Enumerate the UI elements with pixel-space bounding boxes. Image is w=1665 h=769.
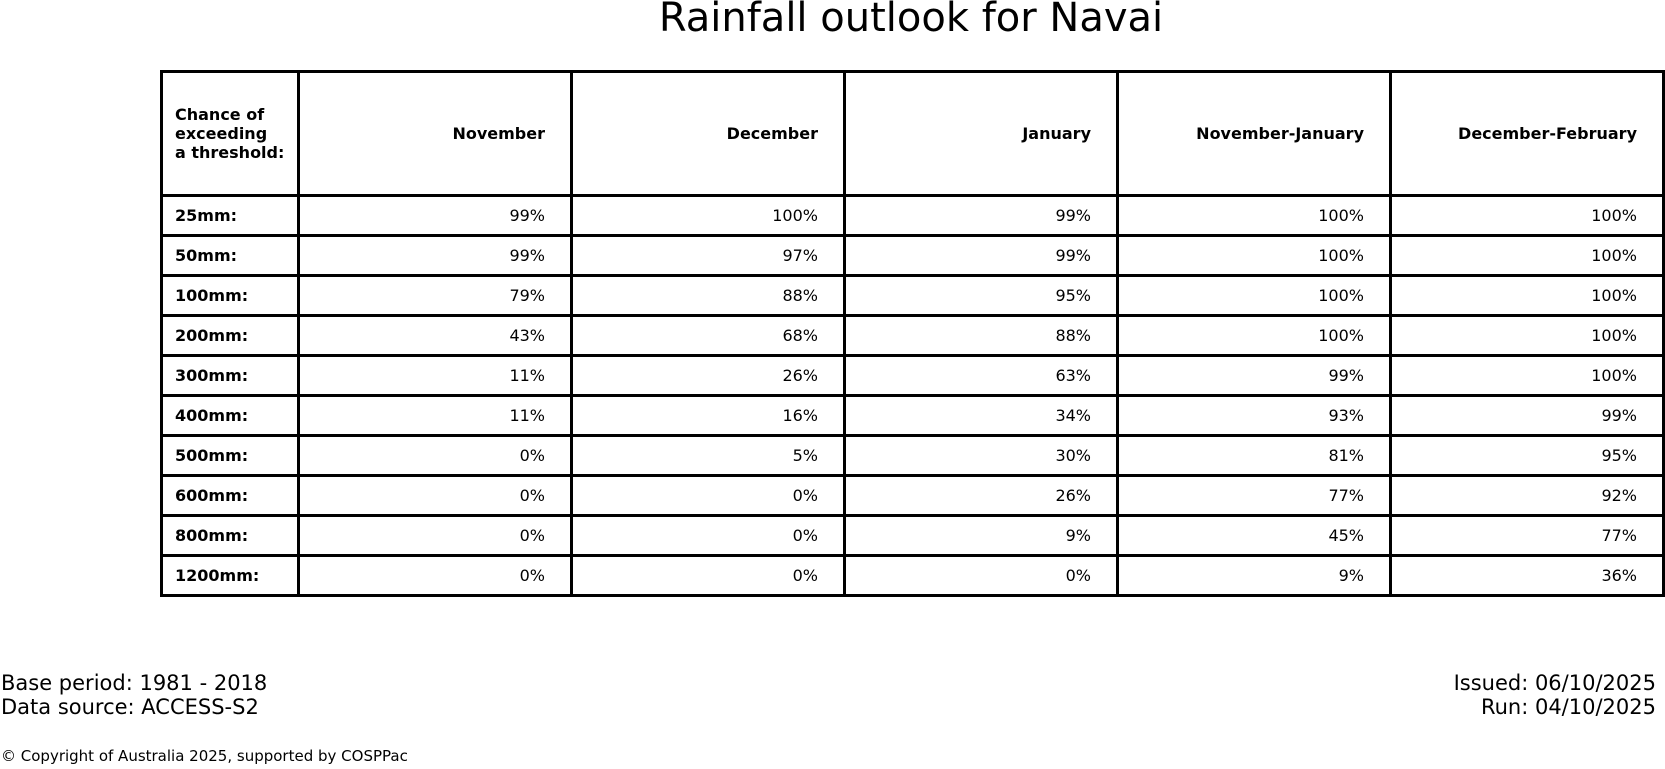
threshold-label: 400mm: <box>160 394 300 437</box>
probability-cell: 68% <box>570 314 846 357</box>
probability-cell: 100% <box>1116 234 1392 277</box>
probability-cell: 0% <box>570 514 846 557</box>
probability-cell: 100% <box>1389 354 1665 397</box>
probability-cell: 95% <box>843 274 1119 317</box>
probability-cell: 99% <box>1389 394 1665 437</box>
probability-cell: 0% <box>297 474 573 517</box>
issued-date-text: Issued: 06/10/2025 <box>1453 671 1656 695</box>
table-row: 400mm: 11% 16% 34% 93% 99% <box>160 394 1665 437</box>
threshold-label: 600mm: <box>160 474 300 517</box>
probability-cell: 9% <box>843 514 1119 557</box>
probability-cell: 81% <box>1116 434 1392 477</box>
table-row: 1200mm: 0% 0% 0% 9% 36% <box>160 554 1665 597</box>
probability-cell: 0% <box>297 514 573 557</box>
probability-cell: 0% <box>297 554 573 597</box>
column-header-december-february: December-February <box>1389 70 1665 197</box>
probability-cell: 0% <box>297 434 573 477</box>
table-header-row: Chance of exceeding a threshold: Novembe… <box>160 70 1665 197</box>
probability-cell: 100% <box>1389 274 1665 317</box>
base-period-text: Base period: 1981 - 2018 <box>1 671 268 695</box>
threshold-label: 100mm: <box>160 274 300 317</box>
probability-cell: 77% <box>1116 474 1392 517</box>
table-row: 500mm: 0% 5% 30% 81% 95% <box>160 434 1665 477</box>
probability-cell: 45% <box>1116 514 1392 557</box>
probability-cell: 100% <box>1116 314 1392 357</box>
page-title: Rainfall outlook for Navai <box>658 0 1164 41</box>
probability-cell: 5% <box>570 434 846 477</box>
probability-cell: 93% <box>1116 394 1392 437</box>
probability-cell: 16% <box>570 394 846 437</box>
probability-cell: 77% <box>1389 514 1665 557</box>
column-header-november: November <box>297 70 573 197</box>
probability-cell: 43% <box>297 314 573 357</box>
corner-header-chance-of-exceeding: Chance of exceeding a threshold: <box>160 70 300 197</box>
run-date-text: Run: 04/10/2025 <box>1480 695 1656 719</box>
table-row: 300mm: 11% 26% 63% 99% 100% <box>160 354 1665 397</box>
threshold-label: 300mm: <box>160 354 300 397</box>
probability-cell: 100% <box>1389 194 1665 237</box>
probability-cell: 26% <box>843 474 1119 517</box>
probability-cell: 0% <box>843 554 1119 597</box>
probability-cell: 100% <box>1389 314 1665 357</box>
threshold-label: 800mm: <box>160 514 300 557</box>
probability-cell: 99% <box>843 194 1119 237</box>
probability-cell: 88% <box>570 274 846 317</box>
probability-cell: 92% <box>1389 474 1665 517</box>
table-row: 200mm: 43% 68% 88% 100% 100% <box>160 314 1665 357</box>
probability-cell: 26% <box>570 354 846 397</box>
table-row: 800mm: 0% 0% 9% 45% 77% <box>160 514 1665 557</box>
probability-cell: 99% <box>297 194 573 237</box>
table-row: 100mm: 79% 88% 95% 100% 100% <box>160 274 1665 317</box>
probability-cell: 95% <box>1389 434 1665 477</box>
probability-cell: 100% <box>1116 194 1392 237</box>
table-row: 25mm: 99% 100% 99% 100% 100% <box>160 194 1665 237</box>
column-header-january: January <box>843 70 1119 197</box>
probability-cell: 99% <box>297 234 573 277</box>
probability-cell: 97% <box>570 234 846 277</box>
table-row: 50mm: 99% 97% 99% 100% 100% <box>160 234 1665 277</box>
probability-cell: 0% <box>570 474 846 517</box>
footer-left: Base period: 1981 - 2018 Data source: AC… <box>1 671 267 719</box>
probability-cell: 99% <box>1116 354 1392 397</box>
probability-cell: 100% <box>1389 234 1665 277</box>
threshold-label: 1200mm: <box>160 554 300 597</box>
threshold-label: 50mm: <box>160 234 300 277</box>
threshold-label: 25mm: <box>160 194 300 237</box>
probability-cell: 99% <box>843 234 1119 277</box>
probability-cell: 100% <box>570 194 846 237</box>
rainfall-probability-table: Chance of exceeding a threshold: Novembe… <box>160 70 1665 597</box>
probability-cell: 79% <box>297 274 573 317</box>
column-header-november-january: November-January <box>1116 70 1392 197</box>
copyright-text: © Copyright of Australia 2025, supported… <box>1 747 408 765</box>
probability-cell: 11% <box>297 354 573 397</box>
threshold-label: 200mm: <box>160 314 300 357</box>
probability-cell: 88% <box>843 314 1119 357</box>
probability-cell: 11% <box>297 394 573 437</box>
table-row: 600mm: 0% 0% 26% 77% 92% <box>160 474 1665 517</box>
probability-cell: 36% <box>1389 554 1665 597</box>
probability-cell: 9% <box>1116 554 1392 597</box>
probability-cell: 0% <box>570 554 846 597</box>
probability-cell: 34% <box>843 394 1119 437</box>
probability-cell: 30% <box>843 434 1119 477</box>
threshold-label: 500mm: <box>160 434 300 477</box>
column-header-december: December <box>570 70 846 197</box>
probability-cell: 63% <box>843 354 1119 397</box>
table-body: 25mm: 99% 100% 99% 100% 100% 50mm: 99% 97% 99% 100… <box>160 194 1665 597</box>
probability-cell: 100% <box>1116 274 1392 317</box>
data-source-text: Data source: ACCESS-S2 <box>1 695 259 719</box>
footer-right: Issued: 06/10/2025 Run: 04/10/2025 <box>1454 671 1656 719</box>
